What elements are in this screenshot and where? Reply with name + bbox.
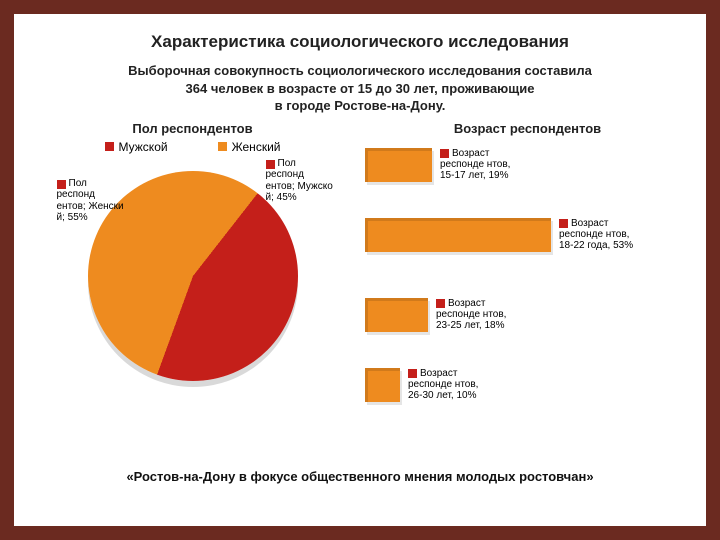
legend-female: Женский [218,140,281,154]
pie-label-female-swatch [57,180,66,189]
bar-label: Возраст респонде нтов, 15-17 лет, 19% [440,148,525,181]
subtitle-line1: Выборочная совокупность социологического… [128,63,592,78]
bar-row: Возраст респонде нтов, 23-25 лет, 18% [365,298,521,332]
bar [365,368,400,402]
bar-label-text: Возраст респонде нтов, 15-17 лет, 19% [440,148,510,181]
slide: Характеристика социологического исследов… [14,14,706,526]
bar-label: Возраст респонде нтов, 23-25 лет, 18% [436,298,521,331]
pie-label-male-swatch [266,160,275,169]
pie-label-female: Пол респонд ентов; Женски й; 55% [57,178,127,224]
pie-panel: Пол респондентов Мужской Женский Пол рес… [30,121,355,451]
bar-label-swatch [408,369,417,378]
bar-row: Возраст респонде нтов, 26-30 лет, 10% [365,368,493,402]
bar-row: Возраст респонде нтов, 18-22 года, 53% [365,218,644,252]
pie-label-male-text: Пол респонд ентов; Мужско й; 45% [266,158,333,204]
legend-male-swatch [105,142,114,151]
legend-female-label: Женский [232,140,281,154]
pie-legend: Мужской Женский [30,140,355,154]
bar [365,218,551,252]
legend-male-label: Мужской [119,140,168,154]
main-title: Характеристика социологического исследов… [30,32,690,52]
legend-female-swatch [218,142,227,151]
bar-label: Возраст респонде нтов, 18-22 года, 53% [559,218,644,251]
bar-label: Возраст респонде нтов, 26-30 лет, 10% [408,368,493,401]
footer-text: «Ростов-на-Дону в фокусе общественного м… [30,469,690,484]
bar-panel: Возраст респондентов Возраст респонде нт… [365,121,690,451]
subtitle-line2: 364 человек в возрасте от 15 до 30 лет, … [186,81,535,96]
pie-label-male: Пол респонд ентов; Мужско й; 45% [266,158,336,204]
bar-label-text: Возраст респонде нтов, 23-25 лет, 18% [436,298,506,331]
pie-label-female-text: Пол респонд ентов; Женски й; 55% [57,178,124,224]
pie-title: Пол респондентов [30,121,355,136]
subtitle-line3: в городе Ростове-на-Дону. [275,98,446,113]
bar-label-text: Возраст респонде нтов, 18-22 года, 53% [559,218,633,251]
pie-chart: Пол респонд ентов; Женски й; 55% Пол рес… [63,156,323,396]
bar-label-swatch [436,299,445,308]
bar [365,298,428,332]
bar-title: Возраст респондентов [365,121,690,136]
content-row: Пол респондентов Мужской Женский Пол рес… [30,121,690,451]
bar-label-swatch [559,219,568,228]
bar-chart: Возраст респонде нтов, 15-17 лет, 19% Воз… [365,140,690,430]
bar-label-text: Возраст респонде нтов, 26-30 лет, 10% [408,368,478,401]
subtitle: Выборочная совокупность социологического… [30,62,690,115]
legend-male: Мужской [105,140,168,154]
bar [365,148,432,182]
bar-label-swatch [440,149,449,158]
bar-row: Возраст респонде нтов, 15-17 лет, 19% [365,148,525,182]
